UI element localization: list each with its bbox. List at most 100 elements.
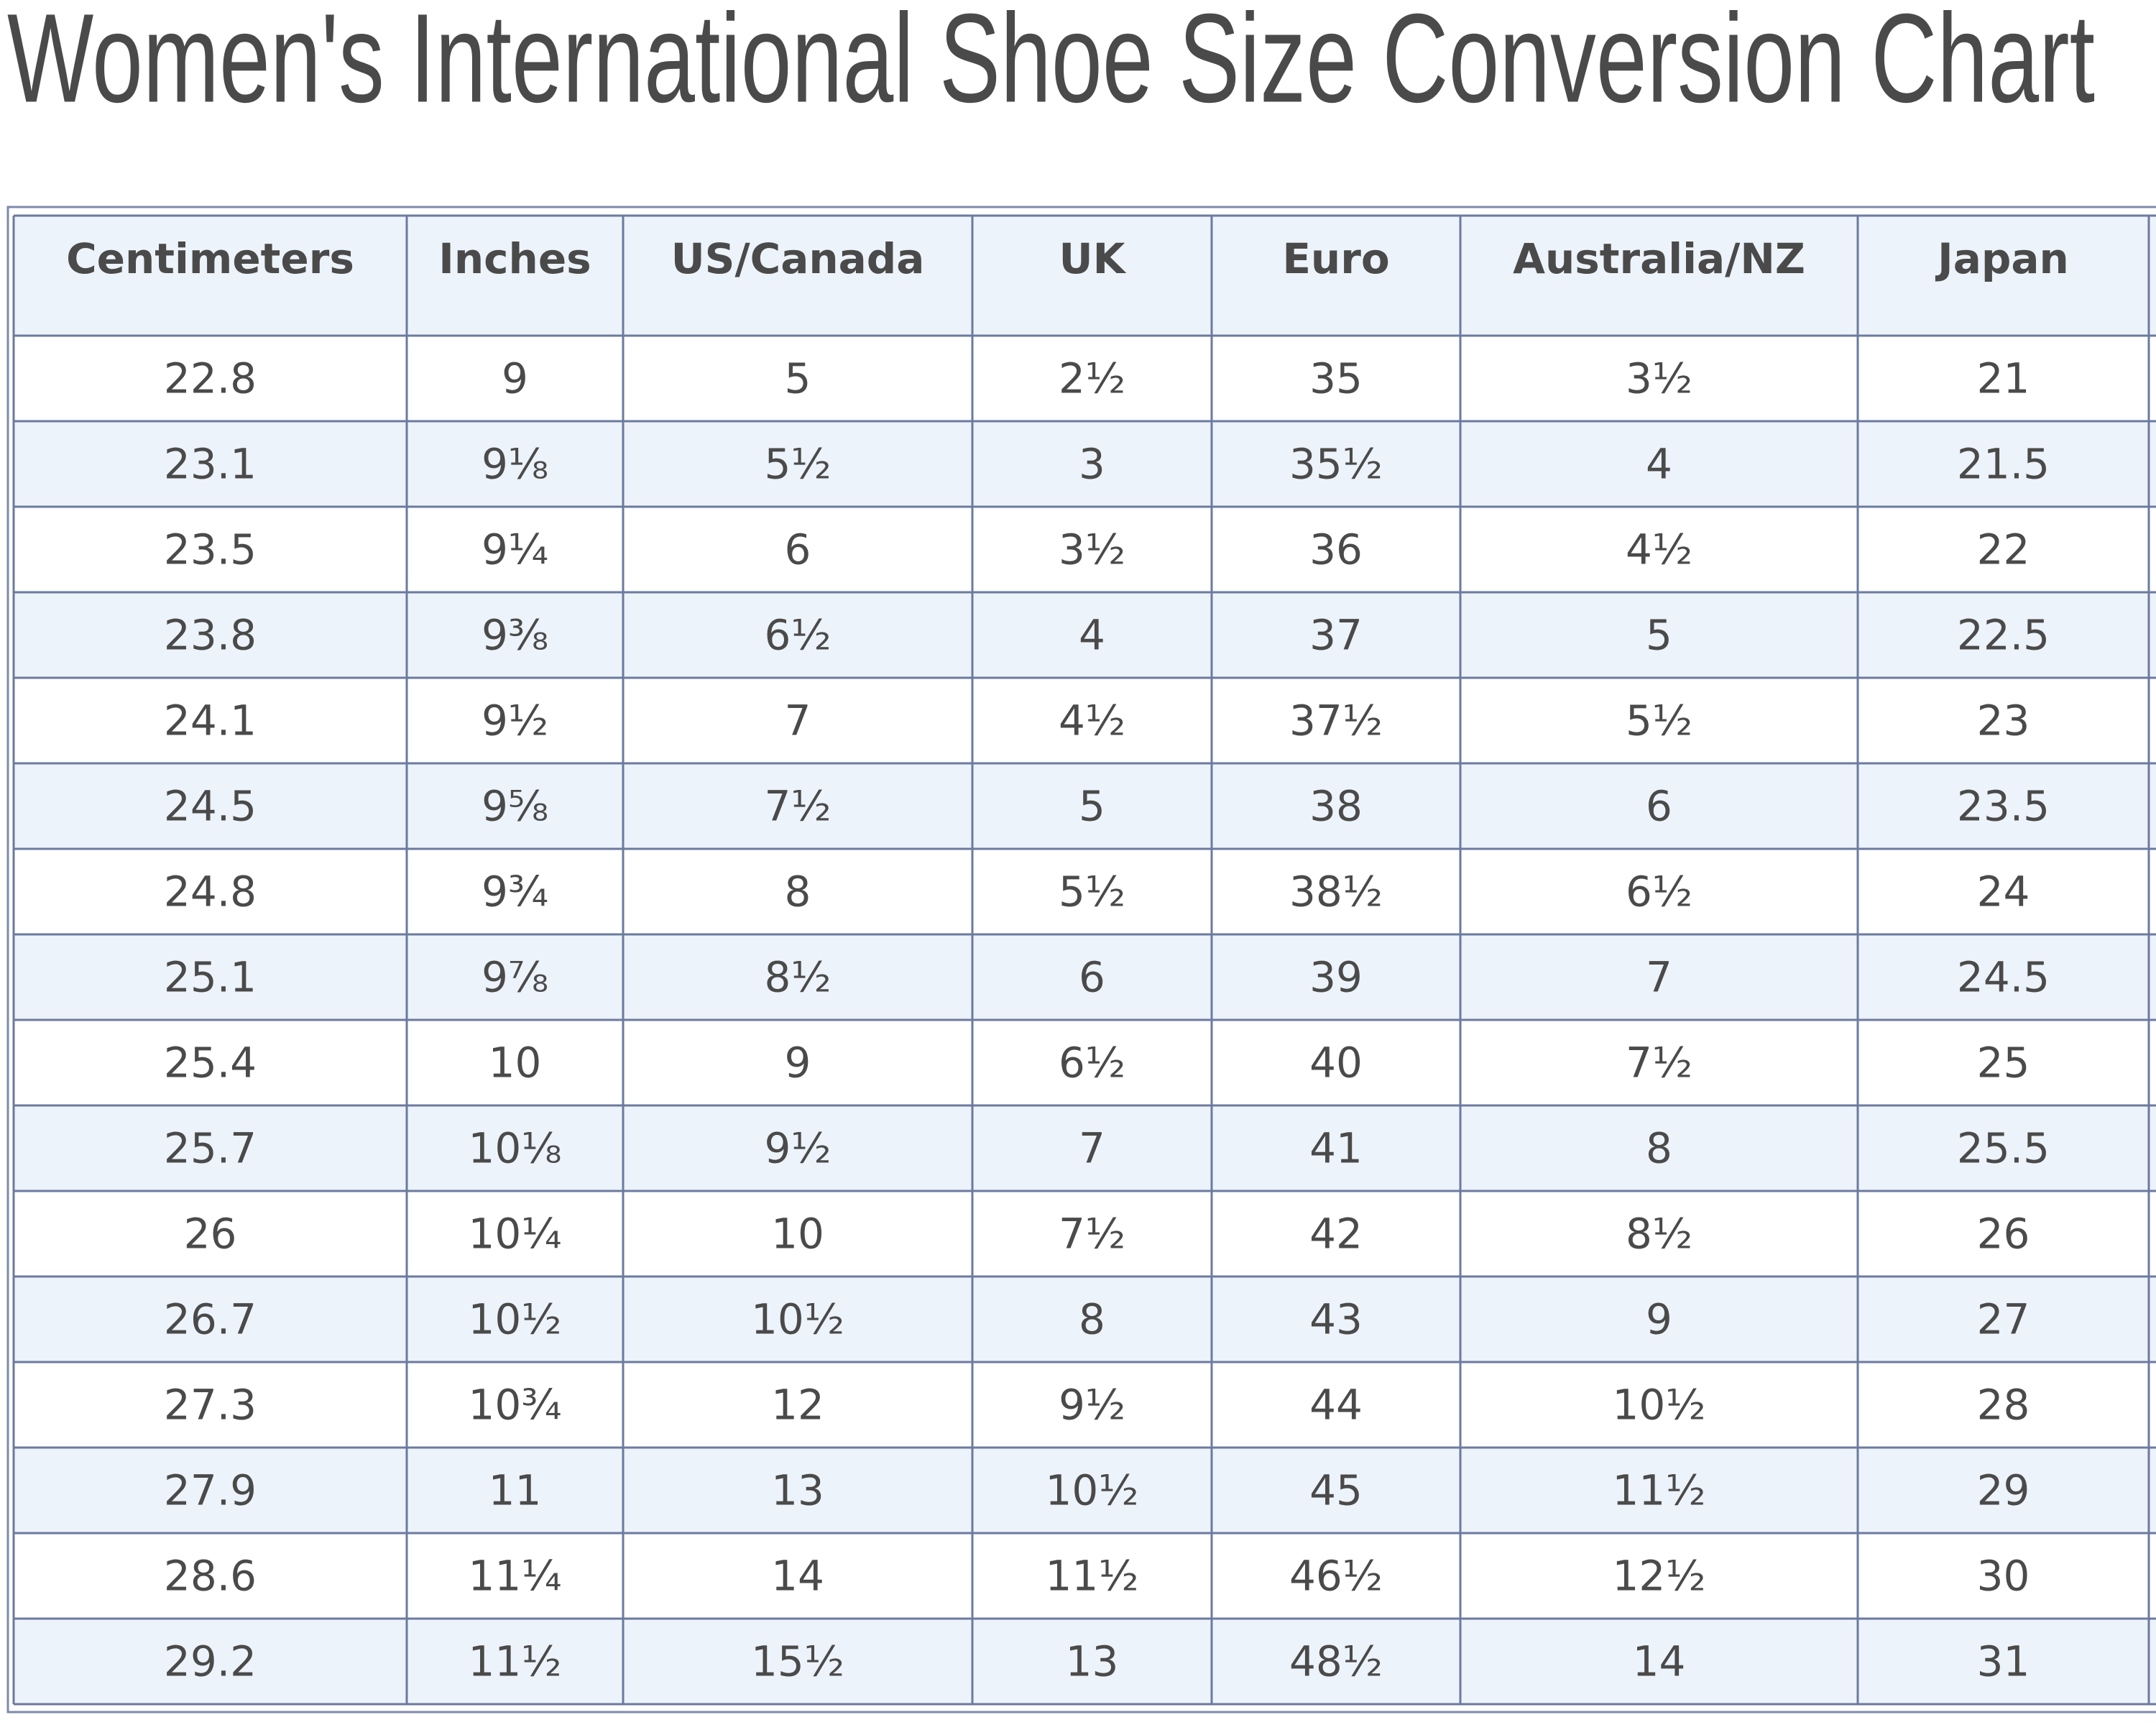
table-cell: 8 [1646, 1124, 1672, 1173]
table-cell: 26.7 [164, 1295, 257, 1344]
table-cell: 41 [1309, 1124, 1363, 1173]
table-cell: 26 [184, 1210, 237, 1259]
table-cell: 5½ [1059, 868, 1125, 916]
table-cell: 9⅜ [482, 611, 548, 660]
table-cell: 4 [1079, 611, 1105, 660]
table-cell: 23.8 [164, 611, 257, 660]
table-cell: 4½ [1059, 696, 1125, 745]
table-cell: 37 [1309, 611, 1363, 660]
table-cell: 10½ [751, 1295, 844, 1344]
table-cell: 8 [1079, 1295, 1105, 1344]
table-cell: 11¼ [468, 1552, 561, 1601]
table-cell: 24.1 [164, 696, 257, 745]
table-cell: 9¾ [482, 868, 548, 916]
table-cell: 6 [1079, 953, 1105, 1002]
column-header: Centimeters [66, 234, 354, 283]
table-cell: 28 [1977, 1381, 2030, 1430]
table-row [14, 592, 2156, 678]
table-cell: 5 [1646, 611, 1672, 660]
table: Centimeters Inches US/Canada UK Euro Australi… [12, 214, 2156, 1706]
table-cell: 4½ [1626, 525, 1692, 574]
table-cell: 36 [1309, 525, 1363, 574]
table-cell: 14 [771, 1552, 824, 1601]
table-cell: 25.1 [164, 953, 257, 1002]
table-cell: 23.1 [164, 440, 257, 489]
table-row [14, 421, 2156, 507]
table-cell: 9 [502, 354, 528, 403]
table-cell: 6½ [764, 611, 831, 660]
table-cell: 30 [1977, 1552, 2030, 1601]
table-cell: 10½ [1612, 1381, 1705, 1430]
table-cell: 5½ [1626, 696, 1692, 745]
table-cell: 27.9 [164, 1466, 257, 1515]
table-cell: 3 [1079, 440, 1105, 489]
table-cell: 6 [1646, 782, 1672, 831]
table-cell: 6½ [1059, 1039, 1125, 1087]
table-cell: 25.7 [164, 1124, 257, 1173]
table-cell: 5½ [764, 440, 831, 489]
table-cell: 24.5 [164, 782, 257, 831]
table-cell: 6½ [1626, 868, 1692, 916]
table-cell: 37½ [1289, 696, 1383, 745]
table-cell: 46½ [1289, 1552, 1383, 1601]
table-row [14, 1276, 2156, 1362]
table-cell: 31 [1977, 1637, 2030, 1686]
table-cell: 48½ [1289, 1637, 1383, 1686]
table-cell: 11 [489, 1466, 542, 1515]
table-cell: 25.4 [164, 1039, 257, 1087]
table-cell: 45 [1309, 1466, 1363, 1515]
table-cell: 23.5 [1957, 782, 2050, 831]
table-cell: 9 [1646, 1295, 1672, 1344]
table-row [14, 1105, 2156, 1191]
table-cell: 10½ [1045, 1466, 1138, 1515]
table-row [14, 678, 2156, 763]
table-cell: 10 [489, 1039, 542, 1087]
table-cell: 3½ [1059, 525, 1125, 574]
table-cell: 27.3 [164, 1381, 257, 1430]
table-cell: 11½ [468, 1637, 561, 1686]
table-cell: 29 [1977, 1466, 2030, 1515]
page-title: Women's International Shoe Size Conversi… [7, 0, 2095, 129]
table-cell: 26 [1977, 1210, 2030, 1259]
table-cell: 35½ [1289, 440, 1383, 489]
table-cell: 9½ [482, 696, 548, 745]
table-cell: 22.8 [164, 354, 257, 403]
column-header: Euro [1282, 234, 1389, 283]
table-cell: 38 [1309, 782, 1363, 831]
table-cell: 5 [1079, 782, 1105, 831]
table-cell: 25 [1977, 1039, 2030, 1087]
table-row [14, 507, 2156, 592]
table-cell: 25.5 [1957, 1124, 2050, 1173]
table-cell: 7½ [1626, 1039, 1692, 1087]
table-cell: 10¼ [468, 1210, 561, 1259]
table-row [14, 336, 2156, 421]
table-cell: 22 [1977, 525, 2030, 574]
table-cell: 43 [1309, 1295, 1363, 1344]
table-cell: 4 [1646, 440, 1672, 489]
table-cell: 29.2 [164, 1637, 257, 1686]
table-cell: 44 [1309, 1381, 1363, 1430]
table-cell: 10⅛ [468, 1124, 561, 1173]
table-cell: 3½ [1626, 354, 1692, 403]
table-row [14, 1448, 2156, 1533]
table-cell: 39 [1309, 953, 1363, 1002]
table-cell: 9¼ [482, 525, 548, 574]
column-header: Japan [1935, 234, 2069, 283]
table-cell: 22.5 [1957, 611, 2050, 660]
column-header: UK [1059, 234, 1126, 283]
table-row [14, 849, 2156, 934]
table-cell: 9½ [764, 1124, 831, 1173]
table-cell: 12 [771, 1381, 824, 1430]
table-cell: 5 [785, 354, 811, 403]
table-cell: 23 [1977, 696, 2030, 745]
table-cell: 11½ [1045, 1552, 1138, 1601]
header-row [14, 216, 2156, 336]
table-row [14, 1191, 2156, 1276]
table-row [14, 934, 2156, 1020]
table-row [14, 1619, 2156, 1704]
table-cell: 35 [1309, 354, 1363, 403]
table-cell: 13 [771, 1466, 824, 1515]
table-cell: 7 [785, 696, 811, 745]
table-cell: 7½ [764, 782, 831, 831]
